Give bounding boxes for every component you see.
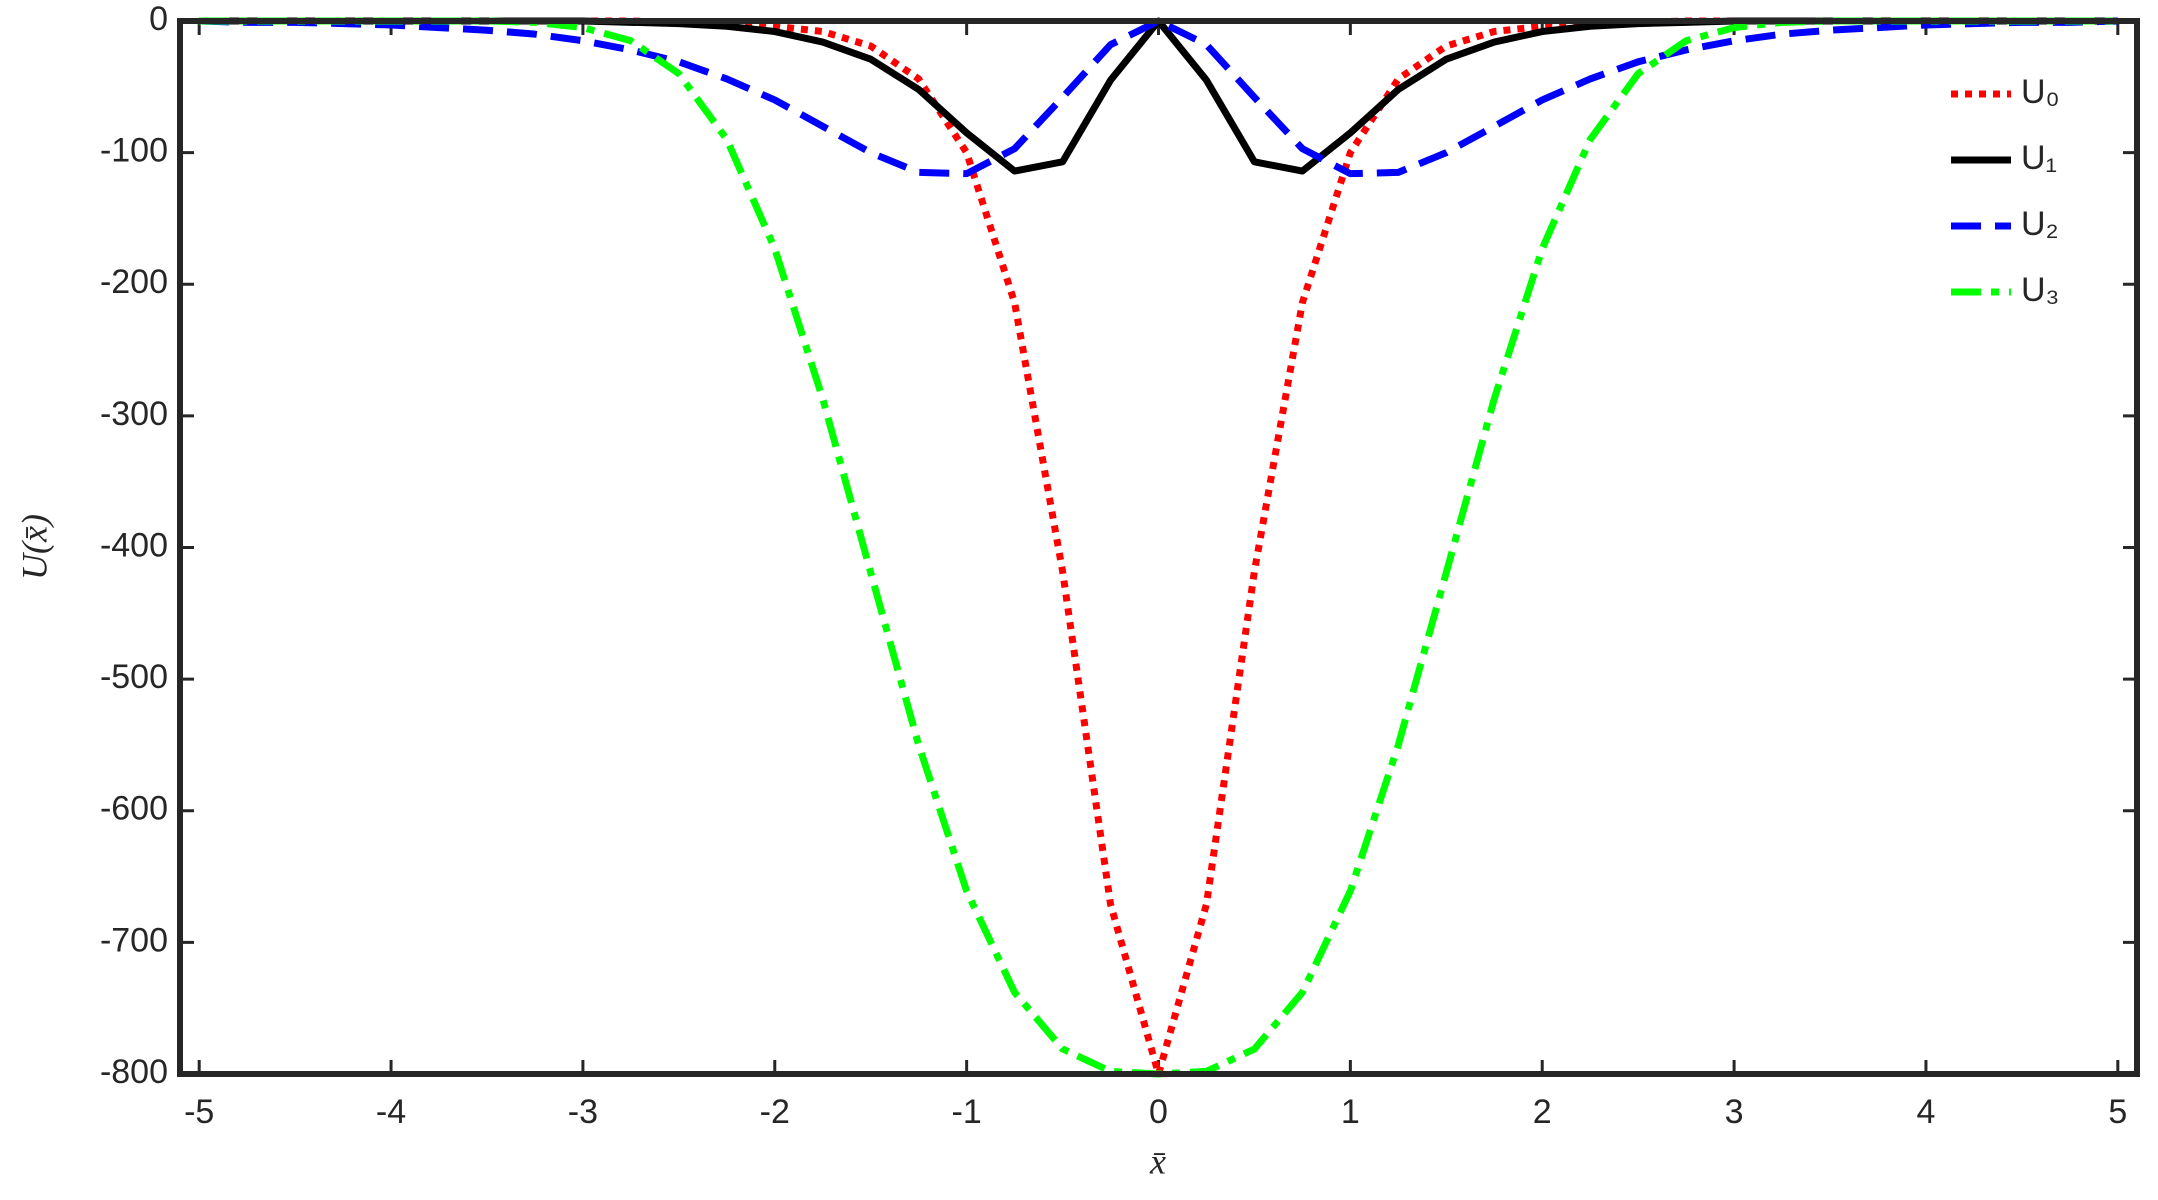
data-line: [199, 17, 2118, 175]
y-tick-label: 0: [149, 0, 168, 38]
data-line: [199, 17, 2118, 178]
x-tick-label: -5: [184, 1093, 214, 1131]
x-tick-label: 1: [1341, 1093, 1360, 1131]
y-tick-label: -100: [100, 132, 168, 170]
plot-frame: [177, 18, 2140, 1077]
x-tick-label: -4: [376, 1093, 406, 1131]
x-tick-label: 5: [2108, 1093, 2127, 1131]
x-tick-label: 0: [1149, 1093, 1168, 1131]
legend-label: U₁: [2021, 139, 2057, 177]
data-line: [199, 17, 2118, 1078]
legend-label: U₀: [2021, 73, 2060, 111]
x-tick-label: -2: [760, 1093, 790, 1131]
legend-label: U₃: [2021, 271, 2059, 309]
y-tick-label: -800: [100, 1053, 168, 1091]
y-tick-label: -200: [100, 263, 168, 301]
y-tick-label: -600: [100, 790, 168, 828]
x-axis-label: x̄: [1149, 1141, 1166, 1181]
x-tick-label: 3: [1725, 1093, 1744, 1131]
y-tick-label: -500: [100, 658, 168, 696]
x-tick-label: -1: [952, 1093, 982, 1131]
x-tick-label: 4: [1916, 1093, 1935, 1131]
x-tick-label: 2: [1533, 1093, 1552, 1131]
y-tick-label: -300: [100, 395, 168, 433]
y-tick-label: -400: [100, 526, 168, 564]
x-tick-label: -3: [568, 1093, 598, 1131]
data-line: [199, 17, 2118, 1078]
y-axis-label: U(x̄): [14, 514, 54, 580]
y-tick-label: -700: [100, 921, 168, 959]
legend-label: U₂: [2021, 205, 2059, 243]
